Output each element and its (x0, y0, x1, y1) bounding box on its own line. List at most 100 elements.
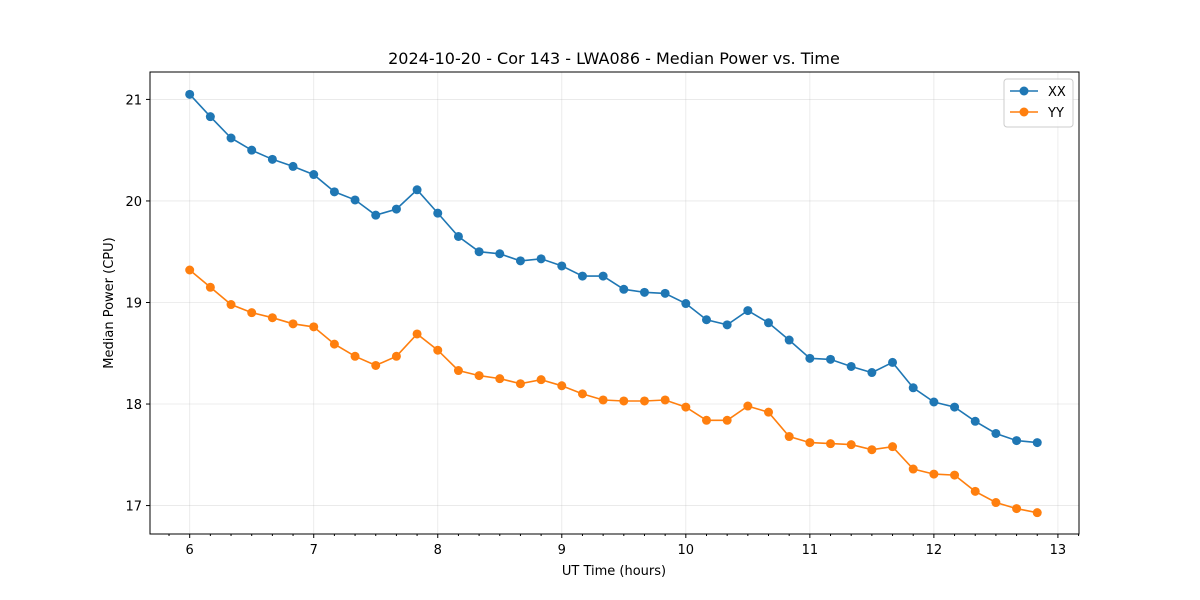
data-point-xx (557, 261, 567, 271)
data-point-xx (929, 397, 939, 407)
legend-label-xx: XX (1048, 85, 1066, 100)
data-point-xx (784, 335, 794, 345)
legend: XX YY (1003, 78, 1074, 128)
data-point-yy (970, 486, 980, 496)
data-point-yy (329, 339, 339, 349)
data-point-xx (970, 416, 980, 426)
data-point-xx (536, 254, 546, 264)
data-point-xx (764, 318, 774, 328)
data-point-yy (391, 351, 401, 361)
data-point-yy (371, 360, 381, 370)
data-point-yy (764, 407, 774, 417)
data-point-yy (846, 440, 856, 450)
data-point-yy (515, 379, 525, 389)
data-point-xx (288, 161, 298, 171)
x-tick-label: 10 (678, 543, 695, 558)
data-point-yy (350, 351, 360, 361)
data-point-xx (867, 368, 877, 378)
legend-item-xx: XX (1010, 85, 1066, 100)
data-point-xx (205, 112, 215, 122)
x-axis-label: UT Time (hours) (562, 564, 666, 579)
data-point-xx (1012, 436, 1022, 446)
data-point-xx (577, 271, 587, 281)
data-point-yy (536, 375, 546, 385)
data-point-xx (991, 428, 1001, 438)
data-point-yy (577, 389, 587, 399)
legend-marker-yy (1019, 107, 1029, 117)
y-tick-label: 21 (125, 93, 142, 108)
x-tick-label: 13 (1050, 543, 1067, 558)
data-point-yy (722, 415, 732, 425)
data-point-xx (1032, 438, 1042, 448)
data-point-yy (495, 374, 505, 384)
data-point-xx (743, 306, 753, 316)
data-point-yy (474, 371, 484, 381)
data-point-xx (950, 402, 960, 412)
data-point-yy (226, 300, 236, 310)
data-point-yy (826, 439, 836, 449)
x-tick-label: 9 (558, 543, 566, 558)
data-point-yy (867, 445, 877, 455)
data-point-xx (247, 145, 257, 155)
data-point-yy (743, 401, 753, 411)
x-tick-label: 12 (926, 543, 943, 558)
x-tick-label: 7 (310, 543, 318, 558)
data-point-yy (309, 322, 319, 332)
data-point-yy (267, 313, 277, 323)
legend-item-yy: YY (1010, 106, 1064, 121)
data-point-yy (1012, 504, 1022, 514)
x-tick-label: 6 (186, 543, 194, 558)
series-yy (185, 265, 1042, 518)
legend-items: XX YY (1010, 85, 1066, 121)
data-point-yy (412, 329, 422, 339)
data-point-xx (350, 195, 360, 205)
data-point-xx (888, 357, 898, 367)
x-tick-label: 8 (434, 543, 442, 558)
data-point-yy (908, 464, 918, 474)
data-point-xx (805, 353, 815, 363)
data-point-yy (557, 381, 567, 391)
y-tick-label: 19 (125, 296, 142, 311)
legend-marker-xx (1019, 86, 1029, 96)
axis-ticks: 6 7 8 9 10 11 12 13 17 18 19 20 21 (125, 93, 1080, 558)
data-point-xx (908, 383, 918, 393)
data-point-xx (453, 231, 463, 241)
data-point-yy (247, 308, 257, 318)
data-point-yy (929, 469, 939, 479)
data-point-yy (991, 498, 1001, 508)
data-point-xx (226, 133, 236, 143)
legend-label-yy: YY (1047, 106, 1064, 121)
data-point-xx (639, 287, 649, 297)
data-point-xx (474, 247, 484, 257)
data-point-xx (515, 256, 525, 266)
data-point-yy (619, 396, 629, 406)
data-point-xx (495, 249, 505, 259)
data-point-xx (309, 170, 319, 180)
series-xx (185, 89, 1042, 448)
data-point-yy (185, 265, 195, 275)
data-point-yy (433, 345, 443, 355)
data-point-xx (185, 89, 195, 99)
series-layer (185, 89, 1042, 518)
data-point-xx (433, 208, 443, 218)
data-point-xx (267, 154, 277, 164)
y-tick-label: 17 (125, 500, 142, 515)
data-point-xx (371, 210, 381, 220)
data-point-xx (660, 288, 670, 298)
chart-title: 2024-10-20 - Cor 143 - LWA086 - Median P… (388, 49, 840, 68)
data-point-xx (412, 185, 422, 195)
plot-frame (149, 71, 1080, 535)
data-point-xx (722, 320, 732, 330)
data-point-xx (598, 271, 608, 281)
data-point-yy (950, 470, 960, 480)
data-point-xx (846, 361, 856, 371)
data-point-yy (888, 442, 898, 452)
x-tick-label: 11 (802, 543, 819, 558)
data-point-yy (288, 319, 298, 329)
data-point-yy (453, 366, 463, 376)
grid (150, 72, 1079, 534)
y-tick-label: 18 (125, 398, 142, 413)
y-tick-label: 20 (125, 195, 142, 210)
